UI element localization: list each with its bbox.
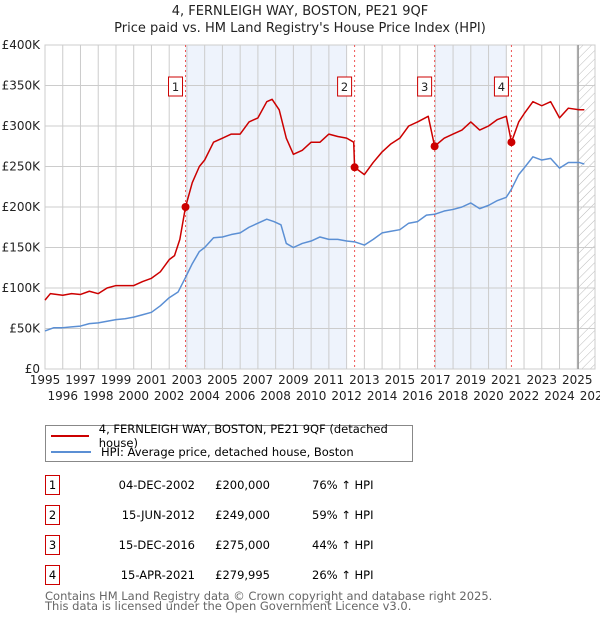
legend-swatch-hpi	[51, 451, 91, 453]
footer-copyright: Contains HM Land Registry data © Crown c…	[45, 589, 493, 603]
sale-row: 2 15-JUN-2012 £249,000 59% ↑ HPI	[45, 505, 465, 525]
sale-row: 4 15-APR-2021 £279,995 26% ↑ HPI	[45, 565, 465, 585]
sale-date: 15-JUN-2012	[121, 508, 195, 522]
legend-swatch-property	[51, 435, 89, 437]
sale-number-label: 2	[341, 80, 348, 94]
y-tick-label: £400K	[2, 38, 42, 52]
sale-row: 1 04-DEC-2002 £200,000 76% ↑ HPI	[45, 475, 465, 495]
x-tick-label: 2023	[527, 373, 558, 387]
sale-price: £279,995	[215, 568, 270, 582]
legend-label-property: 4, FERNLEIGH WAY, BOSTON, PE21 9QF (deta…	[98, 422, 388, 450]
x-tick-label: 2012	[331, 389, 362, 403]
sale-point	[507, 138, 516, 147]
x-tick-label: 2020	[473, 389, 504, 403]
x-tick-label: 2007	[243, 373, 274, 387]
x-tick-label: 2014	[367, 389, 398, 403]
sale-number-box	[337, 76, 353, 97]
sale-number-label: 3	[421, 80, 428, 94]
y-tick-label: £150K	[2, 241, 42, 255]
x-tick-label: 2022	[509, 389, 540, 403]
y-tick-label: £250K	[2, 160, 42, 174]
x-tick-label: 2021	[491, 373, 522, 387]
x-tick-label: 2015	[385, 373, 416, 387]
y-tick-label: £0	[25, 362, 40, 376]
x-tick-label: 2025	[562, 373, 593, 387]
sale-number-box	[168, 76, 184, 97]
x-tick-label: 1999	[101, 373, 132, 387]
y-tick-label: £350K	[2, 79, 42, 93]
x-tick-label: 1998	[83, 389, 114, 403]
y-tick-label: £200K	[2, 200, 42, 214]
sale-price: £200,000	[215, 478, 270, 492]
y-tick-label: £100K	[2, 281, 42, 295]
sale-hpi-diff: 26% ↑ HPI	[312, 568, 374, 582]
x-tick-label: 2010	[296, 389, 327, 403]
sale-point	[350, 163, 359, 172]
sale-number-badge: 3	[45, 535, 60, 555]
sale-point	[181, 203, 190, 211]
x-tick-label: 2019	[456, 373, 487, 387]
x-tick-label: 2003	[172, 373, 203, 387]
sale-date: 15-DEC-2016	[118, 538, 195, 552]
x-tick-label: 2002	[154, 389, 185, 403]
x-tick-label: 2011	[314, 373, 345, 387]
legend-label-hpi: HPI: Average price, detached house, Bost…	[101, 445, 354, 459]
footer-licence: This data is licensed under the Open Gov…	[45, 599, 412, 613]
x-tick-label: 1997	[65, 373, 96, 387]
x-tick-label: 2018	[438, 389, 469, 403]
sale-row: 3 15-DEC-2016 £275,000 44% ↑ HPI	[45, 535, 465, 555]
price-chart: 1 2 3 4 1995 1996 1997 1998 1999 2000 2001 2002 2003…	[2, 38, 600, 403]
x-tick-label: 2009	[278, 373, 309, 387]
sale-date: 04-DEC-2002	[118, 478, 195, 492]
x-tick-label: 1995	[30, 373, 61, 387]
legend: 4, FERNLEIGH WAY, BOSTON, PE21 9QF (deta…	[45, 422, 413, 462]
x-tick-label: 2017	[420, 373, 451, 387]
sale-point	[430, 142, 439, 151]
sale-hpi-diff: 76% ↑ HPI	[312, 478, 374, 492]
sale-number-badge: 2	[45, 505, 60, 525]
x-tick-label: 2000	[118, 389, 149, 403]
sale-price: £249,000	[215, 508, 270, 522]
sale-number-badge: 4	[45, 565, 60, 585]
y-tick-label: £300K	[2, 119, 42, 133]
x-tick-label: 2004	[189, 389, 220, 403]
chart-subtitle: Price paid vs. HM Land Registry's House …	[114, 21, 486, 36]
sale-price: £275,000	[215, 538, 270, 552]
x-tick-label: 2005	[207, 373, 238, 387]
sale-number-label: 4	[498, 80, 505, 94]
x-tick-label: 2013	[349, 373, 380, 387]
sale-number-box	[493, 76, 509, 97]
x-tick-label: 2006	[225, 389, 256, 403]
sale-number-box	[417, 76, 433, 97]
sale-number-label: 1	[172, 80, 179, 94]
x-tick-label: 2001	[136, 373, 167, 387]
x-tick-label: 2024	[544, 389, 575, 403]
x-tick-label: 1996	[47, 389, 78, 403]
x-tick-label: 2008	[260, 389, 291, 403]
legend-item-hpi: HPI: Average price, detached house, Bost…	[51, 444, 354, 460]
chart-title: 4, FERNLEIGH WAY, BOSTON, PE21 9QF	[171, 4, 429, 19]
x-tick-label: 2026	[580, 389, 600, 403]
sale-number-badge: 1	[45, 475, 60, 495]
sale-date: 15-APR-2021	[120, 568, 195, 582]
sale-hpi-diff: 59% ↑ HPI	[312, 508, 374, 522]
sale-hpi-diff: 44% ↑ HPI	[312, 538, 374, 552]
legend-item-property: 4, FERNLEIGH WAY, BOSTON, PE21 9QF (deta…	[51, 422, 412, 450]
plot-frame	[44, 44, 596, 370]
y-tick-label: £50K	[9, 322, 41, 336]
property-series-line	[44, 98, 585, 301]
hpi-series-line	[44, 156, 585, 332]
x-tick-label: 2016	[402, 389, 433, 403]
